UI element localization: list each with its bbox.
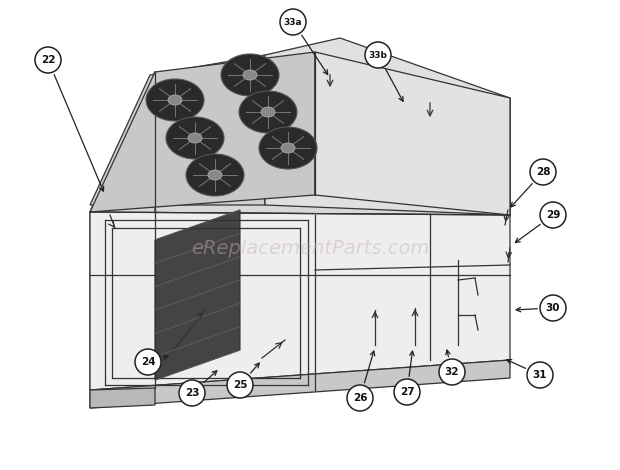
Ellipse shape [168, 95, 182, 105]
Ellipse shape [166, 117, 224, 159]
Text: 25: 25 [232, 380, 247, 390]
Text: 23: 23 [185, 388, 199, 398]
Text: 27: 27 [400, 387, 414, 397]
Ellipse shape [208, 170, 222, 180]
Text: 33b: 33b [368, 50, 388, 60]
Text: 31: 31 [533, 370, 547, 380]
Polygon shape [315, 52, 510, 215]
Circle shape [347, 385, 373, 411]
Circle shape [135, 349, 161, 375]
Ellipse shape [221, 54, 279, 96]
Ellipse shape [281, 143, 295, 153]
Circle shape [365, 42, 391, 68]
Circle shape [35, 47, 61, 73]
Circle shape [540, 295, 566, 321]
Polygon shape [90, 360, 510, 408]
Polygon shape [90, 72, 510, 215]
Polygon shape [90, 212, 510, 390]
Text: 33a: 33a [284, 17, 303, 26]
Ellipse shape [243, 70, 257, 80]
Ellipse shape [261, 107, 275, 117]
Text: 29: 29 [546, 210, 560, 220]
Circle shape [439, 359, 465, 385]
Polygon shape [155, 210, 240, 380]
Ellipse shape [259, 127, 317, 169]
Ellipse shape [146, 79, 204, 121]
Text: eReplacementParts.com: eReplacementParts.com [191, 238, 429, 258]
Text: 24: 24 [141, 357, 156, 367]
Circle shape [540, 202, 566, 228]
Polygon shape [90, 72, 155, 390]
Text: 28: 28 [536, 167, 551, 177]
Polygon shape [90, 388, 155, 408]
Text: 32: 32 [445, 367, 459, 377]
Polygon shape [90, 52, 315, 212]
Ellipse shape [186, 154, 244, 196]
Circle shape [394, 379, 420, 405]
Circle shape [227, 372, 253, 398]
Polygon shape [90, 55, 265, 205]
Text: 30: 30 [546, 303, 560, 313]
Circle shape [179, 380, 205, 406]
Circle shape [530, 159, 556, 185]
Circle shape [527, 362, 553, 388]
Ellipse shape [188, 133, 202, 143]
Circle shape [280, 9, 306, 35]
Ellipse shape [239, 91, 297, 133]
Polygon shape [265, 38, 510, 215]
Text: 22: 22 [41, 55, 55, 65]
Text: 26: 26 [353, 393, 367, 403]
